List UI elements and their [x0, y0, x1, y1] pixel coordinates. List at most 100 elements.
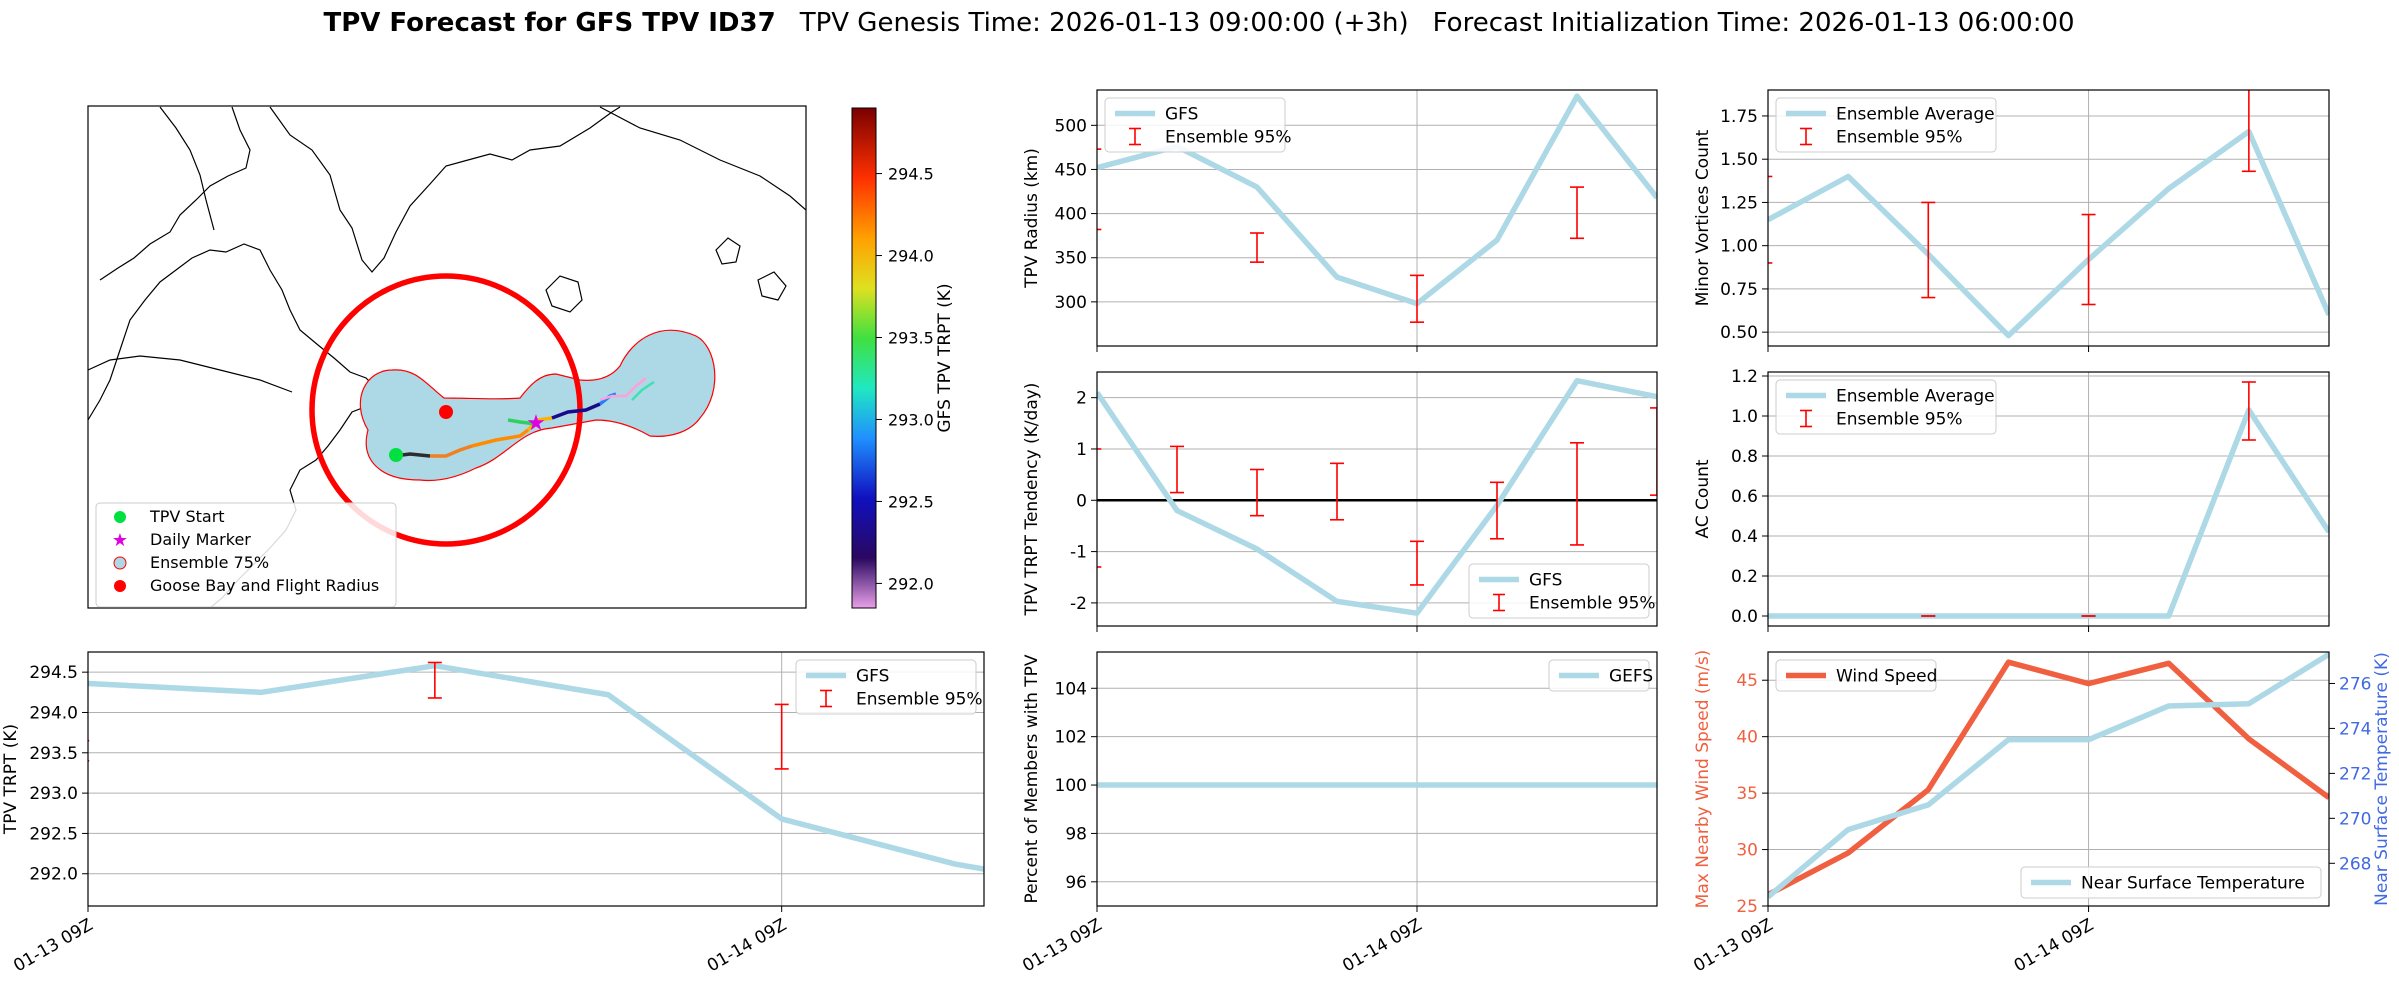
y-tick-label: 350	[1055, 249, 1087, 269]
legend-tpv-start: TPV Start	[149, 507, 225, 526]
legend: GFS Ensemble 95%	[1468, 563, 1656, 619]
errorbar	[1330, 462, 1344, 521]
legend-ensemble-75: Ensemble 75%	[150, 553, 269, 572]
y-tick-label: 0.2	[1731, 567, 1758, 587]
legend-label: GFS	[1165, 105, 1198, 125]
colorbar	[851, 107, 877, 609]
errorbar	[1122, 714, 1136, 816]
legend: Ensemble Average Ensemble 95%	[1775, 379, 1997, 435]
colorbar-ticks: 292.0 292.5 293.0 293.5 294.0 294.5	[876, 165, 934, 593]
y-axis-label: Minor Vortices Count	[1693, 129, 1713, 306]
y-tick-label: 2	[1076, 389, 1087, 409]
y-tick-label: 293.5	[29, 744, 78, 764]
y-tick-label: -1	[1070, 543, 1087, 563]
legend-errorbar-icon	[820, 689, 832, 708]
errorbar	[2241, 381, 2256, 441]
y-axis-label-right: Near Surface Temperature (K)	[2372, 652, 2392, 906]
axes-frame	[1096, 371, 1658, 627]
legend-box	[1775, 379, 1997, 435]
daily-marker-star: ★	[526, 411, 546, 436]
legend-label: Ensemble Average	[1836, 105, 1995, 125]
legend-daily-marker: Daily Marker	[150, 530, 251, 549]
colorbar-tick-label: 292.0	[888, 574, 934, 593]
plot-area	[1097, 377, 1657, 616]
map-border-line	[88, 355, 293, 393]
colorbar-tick-label: 294.0	[888, 247, 934, 266]
y-tick-label: 450	[1055, 160, 1087, 180]
chart-ac: 0.0 0.2 0.4 0.6 0.8 1.0 1.2 AC Count Ensemble Av…	[1693, 367, 2330, 632]
map-panel: ★ TPV Start ★ Daily Marker Ensemble 75% …	[87, 105, 955, 609]
legend: GFS Ensemble 95%	[1104, 97, 1292, 153]
legend-start-icon	[114, 511, 126, 523]
colorbar-tick-label: 293.5	[888, 329, 934, 348]
y-tick-label: 0.75	[1720, 280, 1758, 300]
y-tick-label: 25	[1736, 897, 1758, 917]
colorbar-tick-label: 292.5	[888, 492, 934, 511]
x-tick-label: 01-13 09Z	[1019, 915, 1105, 976]
y-tick-label: 292.5	[29, 824, 78, 844]
errorbar	[774, 703, 789, 770]
y-tick-label: 0.4	[1731, 527, 1758, 547]
goose-bay-marker	[439, 405, 453, 419]
legend-label: Ensemble 95%	[1165, 128, 1292, 148]
map-frame	[87, 105, 807, 609]
y-tick-label: 40	[1736, 728, 1758, 748]
plot-area	[1768, 381, 2329, 619]
legend-label: Near Surface Temperature	[2081, 874, 2305, 894]
errorbar	[2081, 213, 2096, 306]
y-axis-label: TPV Radius (km)	[1022, 148, 1042, 289]
axes-frame	[1767, 89, 2330, 347]
y-tick-label: 0.50	[1720, 323, 1758, 343]
axes-frame	[1767, 651, 2330, 907]
legend-label: Ensemble 95%	[856, 690, 983, 710]
y-axis-label: TPV TRPT Tendency (K/day)	[1022, 383, 1042, 617]
axes-frame	[1096, 651, 1658, 907]
legend: Near Surface Temperature	[2020, 866, 2322, 899]
y-axis-label: TPV TRPT (K)	[1, 724, 21, 835]
axes-frame	[1767, 371, 2330, 627]
map-coastline-greenland	[269, 106, 621, 273]
legend: Ensemble Average Ensemble 95%	[1775, 97, 1997, 153]
legend-label: Wind Speed	[1836, 667, 1937, 687]
chart-members: 96 98 100 102 104 01-13 09Z 01-14 09Z Percent o…	[1019, 651, 1658, 976]
y-tick-label: 98	[1065, 824, 1087, 844]
legend-daily-marker-icon: ★	[112, 530, 128, 551]
plot-area	[88, 661, 1136, 872]
y-tick-label: 104	[1055, 679, 1087, 699]
legend-label: Ensemble Average	[1836, 387, 1995, 407]
errorbar	[1250, 468, 1264, 517]
errorbar	[1570, 442, 1584, 546]
series-line-wind-speed	[1768, 659, 2329, 898]
errorbar	[1250, 232, 1264, 263]
x-tick-label: 01-14 09Z	[2011, 915, 2097, 976]
legend-errorbar-icon	[1493, 593, 1505, 612]
y-tick-label-right: 272	[2339, 764, 2371, 784]
series-line-ensemble-average	[1768, 128, 2329, 339]
y-tick-label: 0.0	[1731, 607, 1758, 627]
series-line-gfs	[1097, 93, 1657, 307]
chart-radius: 300 350 400 450 500 TPV Radius (km) GFS Ensembl…	[1022, 89, 1658, 352]
y-tick-label-right: 268	[2339, 854, 2371, 874]
y-tick-label-right: 270	[2339, 809, 2371, 829]
errorbar	[2241, 90, 2256, 173]
colorbar-tick-label: 293.0	[888, 410, 934, 429]
y-tick-label: 500	[1055, 116, 1087, 136]
legend-errorbar-icon	[1800, 409, 1812, 428]
map-coastline-europe	[599, 106, 806, 211]
y-tick-label: 45	[1736, 671, 1758, 691]
y-tick-label: 35	[1736, 784, 1758, 804]
legend-ensemble-icon	[113, 556, 127, 570]
map-islands	[545, 237, 787, 313]
x-tick-label: 01-13 09Z	[10, 915, 96, 976]
figure-title: TPV Forecast for GFS TPV ID37 TPV Genesis…	[323, 8, 2074, 38]
tpv-track	[393, 377, 655, 458]
series-line-gfs	[1097, 377, 1657, 616]
axes-frame	[87, 651, 985, 907]
legend-box	[1775, 659, 1937, 692]
errorbar	[1170, 445, 1184, 494]
map-legend: TPV Start ★ Daily Marker Ensemble 75% Go…	[95, 502, 397, 608]
y-tick-label: 1.75	[1720, 107, 1758, 127]
y-tick-label: 0.6	[1731, 487, 1758, 507]
legend-errorbar-icon	[1800, 127, 1812, 146]
series-line-gfs	[88, 662, 984, 872]
